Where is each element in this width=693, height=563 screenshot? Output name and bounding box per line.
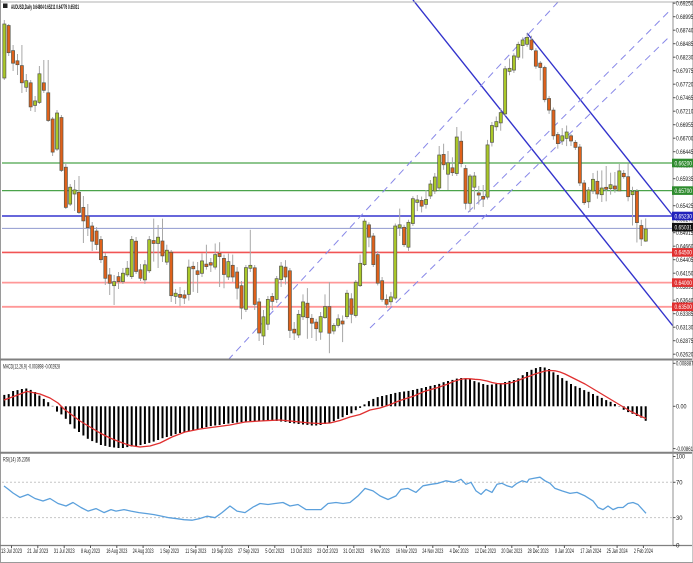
svg-text:1 Sep 2023: 1 Sep 2023: [160, 549, 179, 555]
svg-text:0.65031: 0.65031: [675, 225, 693, 232]
svg-text:0.68995: 0.68995: [676, 14, 693, 21]
svg-text:0.63130: 0.63130: [676, 324, 693, 331]
svg-text:0.63385: 0.63385: [676, 311, 693, 318]
svg-text:31 Jul 2023: 31 Jul 2023: [54, 549, 75, 555]
svg-text:0.64660: 0.64660: [676, 243, 693, 250]
svg-text:21 Jul 2023: 21 Jul 2023: [27, 549, 48, 555]
svg-text:0.66200: 0.66200: [675, 160, 693, 167]
svg-text:16 Nov 2023: 16 Nov 2023: [396, 549, 417, 555]
svg-text:9 Jan 2024: 9 Jan 2024: [555, 549, 574, 555]
svg-text:70: 70: [676, 480, 683, 487]
svg-text:0.66445: 0.66445: [676, 149, 693, 156]
svg-text:0.62875: 0.62875: [676, 338, 693, 345]
svg-text:MACD(12,26,9) -0.003898 -0.002: MACD(12,26,9) -0.003898 -0.002928: [3, 363, 60, 370]
svg-text:AUDUSD,Daily 0.64804 0.65211: AUDUSD,Daily 0.64804 0.65211 0.64776 0.6…: [11, 4, 79, 11]
svg-text:5 Oct 2023: 5 Oct 2023: [265, 549, 284, 555]
svg-text:12 Dec 2023: 12 Dec 2023: [475, 549, 496, 555]
svg-text:0.66955: 0.66955: [676, 122, 693, 129]
svg-text:24 Aug 2023: 24 Aug 2023: [133, 549, 154, 555]
svg-text:24 Nov 2023: 24 Nov 2023: [422, 549, 443, 555]
svg-text:0.65230: 0.65230: [675, 213, 693, 220]
svg-text:0.63640: 0.63640: [676, 297, 693, 304]
svg-text:0.68230: 0.68230: [676, 54, 693, 61]
svg-text:16 Aug 2023: 16 Aug 2023: [106, 549, 127, 555]
svg-text:13 Jul 2023: 13 Jul 2023: [1, 549, 22, 555]
svg-text:30: 30: [676, 515, 683, 522]
svg-text:-0.008612: -0.008612: [676, 446, 693, 453]
svg-text:4 Dec 2023: 4 Dec 2023: [450, 549, 469, 555]
svg-text:0.67465: 0.67465: [676, 95, 693, 102]
svg-text:0.63500: 0.63500: [675, 304, 693, 311]
svg-text:0.67210: 0.67210: [676, 108, 693, 115]
svg-text:0.65935: 0.65935: [676, 176, 693, 183]
svg-text:11 Sep 2023: 11 Sep 2023: [185, 549, 206, 555]
svg-text:25 Jan 2024: 25 Jan 2024: [607, 549, 628, 555]
svg-text:0.67975: 0.67975: [676, 68, 693, 75]
svg-text:0.67720: 0.67720: [676, 81, 693, 88]
svg-text:0.66700: 0.66700: [676, 135, 693, 142]
svg-text:0.68740: 0.68740: [676, 27, 693, 34]
svg-text:0: 0: [676, 543, 680, 550]
svg-text:0.68485: 0.68485: [676, 41, 693, 48]
svg-text:17 Jan 2024: 17 Jan 2024: [580, 549, 601, 555]
svg-text:2 Feb 2024: 2 Feb 2024: [634, 549, 653, 555]
svg-text:0.65700: 0.65700: [675, 188, 693, 195]
svg-text:0.00: 0.00: [676, 404, 687, 411]
svg-text:0.64405: 0.64405: [676, 257, 693, 264]
svg-text:0.64915: 0.64915: [676, 230, 693, 237]
svg-text:0.008887: 0.008887: [676, 361, 693, 368]
svg-text:8 Nov 2023: 8 Nov 2023: [371, 549, 390, 555]
svg-text:0.64500: 0.64500: [675, 250, 693, 257]
svg-text:100: 100: [676, 454, 685, 461]
svg-text:28 Dec 2023: 28 Dec 2023: [528, 549, 549, 555]
svg-text:13 Oct 2023: 13 Oct 2023: [291, 549, 312, 555]
svg-text:8 Aug 2023: 8 Aug 2023: [81, 549, 100, 555]
svg-text:0.63895: 0.63895: [676, 284, 693, 291]
svg-text:0.65425: 0.65425: [676, 203, 693, 210]
svg-text:0.62620: 0.62620: [676, 351, 693, 358]
svg-text:20 Dec 2023: 20 Dec 2023: [501, 549, 522, 555]
svg-text:0.69250: 0.69250: [676, 0, 693, 7]
svg-text:23 Oct 2023: 23 Oct 2023: [317, 549, 338, 555]
svg-text:0.64150: 0.64150: [676, 270, 693, 277]
svg-text:0.64000: 0.64000: [675, 280, 693, 287]
svg-text:31 Oct 2023: 31 Oct 2023: [343, 549, 364, 555]
svg-text:RSI(14) 35.2356: RSI(14) 35.2356: [3, 457, 30, 464]
svg-text:27 Sep 2023: 27 Sep 2023: [238, 549, 259, 555]
svg-text:19 Sep 2023: 19 Sep 2023: [212, 549, 233, 555]
